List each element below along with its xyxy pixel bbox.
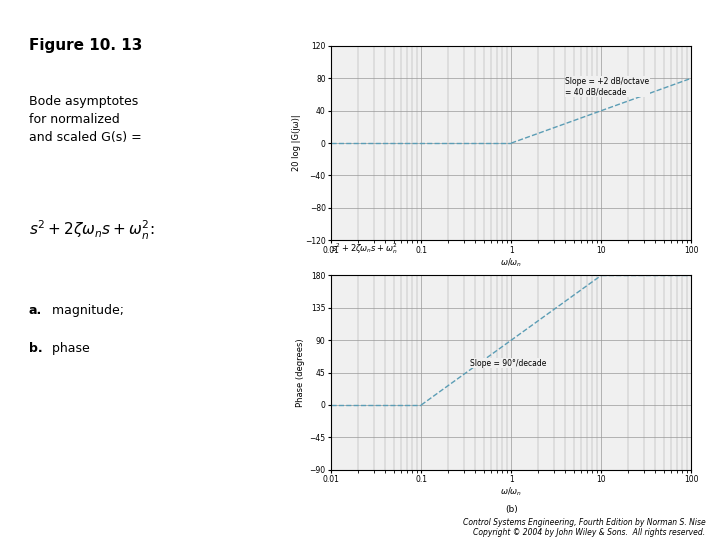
Text: Slope = 90°/decade: Slope = 90°/decade <box>470 359 546 368</box>
Text: (a): (a) <box>505 275 518 284</box>
X-axis label: $\omega/\omega_n$: $\omega/\omega_n$ <box>500 486 522 498</box>
Text: a.: a. <box>29 304 42 317</box>
Y-axis label: Phase (degrees): Phase (degrees) <box>297 338 305 407</box>
Text: $s^2 + 2\zeta\omega_n s + \omega_n^2$:: $s^2 + 2\zeta\omega_n s + \omega_n^2$: <box>29 218 154 241</box>
Text: (b): (b) <box>505 505 518 514</box>
Text: $s^2 + 2\zeta\omega_n s + \omega_n^2$: $s^2 + 2\zeta\omega_n s + \omega_n^2$ <box>331 241 398 256</box>
Text: magnitude;: magnitude; <box>48 304 124 317</box>
Text: b.: b. <box>29 342 42 355</box>
Text: Slope = +2 dB/octave
= 40 dB/decade: Slope = +2 dB/octave = 40 dB/decade <box>565 77 649 96</box>
Text: Figure 10. 13: Figure 10. 13 <box>29 38 142 53</box>
Y-axis label: 20 log |G(jω)|: 20 log |G(jω)| <box>292 114 301 172</box>
Text: Control Systems Engineering, Fourth Edition by Norman S. Nise
Copyright © 2004 b: Control Systems Engineering, Fourth Edit… <box>463 518 706 537</box>
Text: phase: phase <box>48 342 89 355</box>
Text: Bode asymptotes
for normalized
and scaled G(s) =: Bode asymptotes for normalized and scale… <box>29 95 142 144</box>
X-axis label: $\omega/\omega_n$: $\omega/\omega_n$ <box>500 256 522 269</box>
